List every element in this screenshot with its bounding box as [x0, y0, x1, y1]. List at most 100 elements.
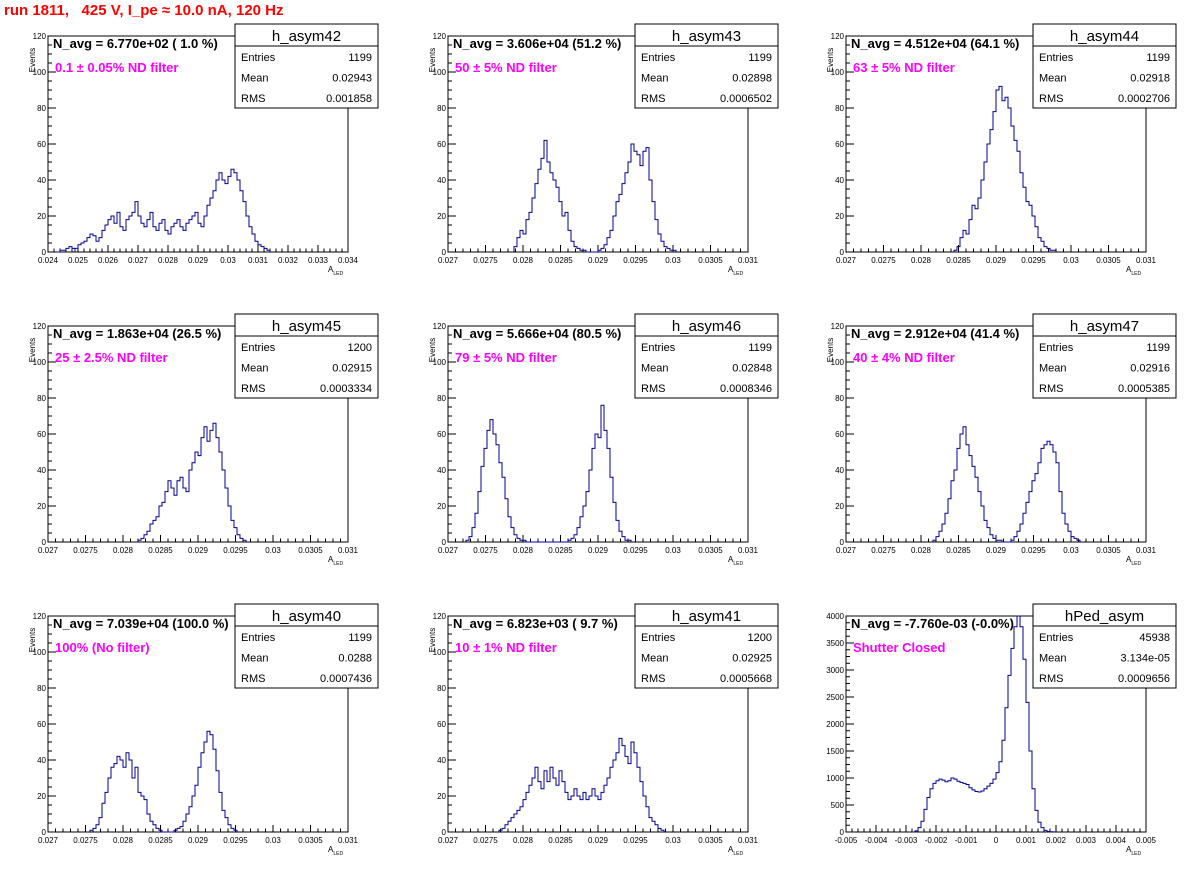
x-tick-label: -0.005: [835, 836, 858, 845]
y-tick-label: 0: [442, 248, 447, 257]
y-tick-label: 80: [835, 394, 844, 403]
x-tick-label: 0.003: [1076, 836, 1097, 845]
filter-annotation: 100% (No filter): [55, 640, 150, 655]
histogram-line: [89, 730, 238, 833]
x-tick-label: 0.031: [1136, 546, 1157, 555]
x-tick-label: 0.031: [738, 836, 759, 845]
navg-annotation: N_avg = -7.760e-03 (-0.0%): [851, 616, 1014, 631]
y-tick-label: 60: [437, 430, 446, 439]
y-tick-label: 120: [831, 322, 845, 331]
stats-value: 0.0003334: [320, 383, 372, 395]
stats-label: RMS: [641, 93, 665, 105]
x-axis-label: ALED: [1126, 265, 1141, 277]
histogram-panel-h_asym40: 0.027 0.0275 0.028 0.0285 0.029 0.0295 0.03 0.0…: [28, 603, 379, 857]
y-tick-label: 20: [437, 502, 446, 511]
x-tick-label: 0.0285: [946, 546, 971, 555]
x-tick-label: 0.0285: [548, 836, 573, 845]
x-tick-label: 0.0305: [1096, 546, 1121, 555]
x-axis-label-subscript: LED: [333, 851, 343, 857]
stats-value: 0.0002706: [1118, 93, 1170, 105]
y-tick-label: 40: [437, 756, 446, 765]
y-tick-label: 60: [37, 720, 46, 729]
x-axis-label: ALED: [728, 845, 743, 857]
x-tick-label: 0.0295: [623, 546, 648, 555]
stats-label: Entries: [641, 52, 676, 64]
x-tick-label: 0.03: [265, 836, 281, 845]
y-axis-label: Events: [28, 628, 37, 652]
x-tick-label: 0.0285: [148, 546, 173, 555]
x-tick-label: 0.0275: [73, 836, 98, 845]
y-tick-label: 60: [437, 140, 446, 149]
x-tick-label: 0.029: [986, 256, 1007, 265]
x-tick-label: 0.0295: [1021, 546, 1046, 555]
y-tick-label: 20: [37, 502, 46, 511]
x-tick-label: 0.025: [68, 256, 89, 265]
stats-label: Entries: [241, 52, 276, 64]
y-tick-label: 120: [33, 32, 47, 41]
histogram-line: [912, 615, 1057, 833]
y-tick-label: 60: [835, 140, 844, 149]
y-axis-label: Events: [428, 338, 437, 362]
x-axis-label: ALED: [328, 845, 343, 857]
y-axis-label: Events: [826, 48, 835, 72]
navg-annotation: N_avg = 3.606e+04 (51.2 %): [453, 36, 621, 51]
x-axis-label-subscript: LED: [333, 561, 343, 567]
x-tick-label: 0.0305: [698, 836, 723, 845]
stats-label: Entries: [1039, 632, 1074, 644]
stats-label: RMS: [1039, 673, 1063, 685]
y-tick-label: 120: [433, 32, 447, 41]
y-tick-label: 80: [37, 104, 46, 113]
y-tick-label: 2000: [826, 720, 844, 729]
histogram-panel-h_asym44: 0.027 0.0275 0.028 0.0285 0.029 0.0295 0.03 0.0…: [826, 23, 1177, 277]
x-axis-label: ALED: [1126, 845, 1141, 857]
y-tick-label: 100: [433, 68, 447, 77]
x-tick-label: 0.027: [38, 836, 59, 845]
y-tick-label: 4000: [826, 612, 844, 621]
x-tick-label: 0: [994, 836, 999, 845]
filter-annotation: Shutter Closed: [853, 640, 946, 655]
y-tick-label: 40: [437, 466, 446, 475]
y-tick-label: 80: [37, 394, 46, 403]
histogram-name: h_asym43: [672, 28, 741, 45]
x-tick-label: 0.0305: [298, 836, 323, 845]
stats-value: 0.0288: [338, 653, 372, 665]
y-tick-label: 80: [835, 104, 844, 113]
y-tick-label: 100: [433, 648, 447, 657]
y-tick-label: 100: [831, 68, 845, 77]
navg-annotation: N_avg = 2.912e+04 (41.4 %): [851, 326, 1019, 341]
histogram-name: h_asym40: [272, 608, 341, 625]
histogram-panel-hPed_asym: -0.005 -0.004 -0.003 -0.002 -0.001 0 0.001 0.00…: [826, 603, 1177, 857]
x-tick-label: 0.0295: [223, 546, 248, 555]
y-tick-label: 40: [437, 176, 446, 185]
x-tick-label: 0.024: [38, 256, 59, 265]
histogram-line: [74, 168, 271, 252]
y-tick-label: 2500: [826, 693, 844, 702]
stats-value: 1199: [348, 52, 372, 64]
x-tick-label: 0.03: [665, 256, 681, 265]
x-tick-label: 0.031: [248, 256, 269, 265]
x-tick-label: 0.0285: [548, 256, 573, 265]
x-tick-label: 0.031: [738, 546, 759, 555]
y-tick-label: 80: [437, 394, 446, 403]
x-axis-label-subscript: LED: [733, 561, 743, 567]
stats-label: Mean: [1039, 73, 1067, 85]
y-tick-label: 120: [433, 322, 447, 331]
x-tick-label: 0.027: [438, 836, 459, 845]
x-tick-label: 0.0275: [473, 836, 498, 845]
y-tick-label: 80: [37, 684, 46, 693]
histogram-name: h_asym47: [1070, 318, 1139, 335]
x-tick-label: 0.0285: [148, 836, 173, 845]
x-tick-label: 0.0305: [298, 546, 323, 555]
x-tick-label: 0.03: [1063, 546, 1079, 555]
x-tick-label: 0.029: [588, 256, 609, 265]
x-tick-label: 0.0295: [1021, 256, 1046, 265]
x-tick-label: 0.029: [588, 546, 609, 555]
histogram-line: [513, 139, 677, 253]
y-tick-label: 120: [33, 322, 47, 331]
x-tick-label: 0.031: [338, 546, 359, 555]
filter-annotation: 40 ± 4% ND filter: [853, 350, 955, 365]
x-tick-label: 0.029: [188, 546, 209, 555]
stats-label: Entries: [641, 342, 676, 354]
x-axis-label-subscript: LED: [733, 851, 743, 857]
x-tick-label: 0.031: [1136, 256, 1157, 265]
